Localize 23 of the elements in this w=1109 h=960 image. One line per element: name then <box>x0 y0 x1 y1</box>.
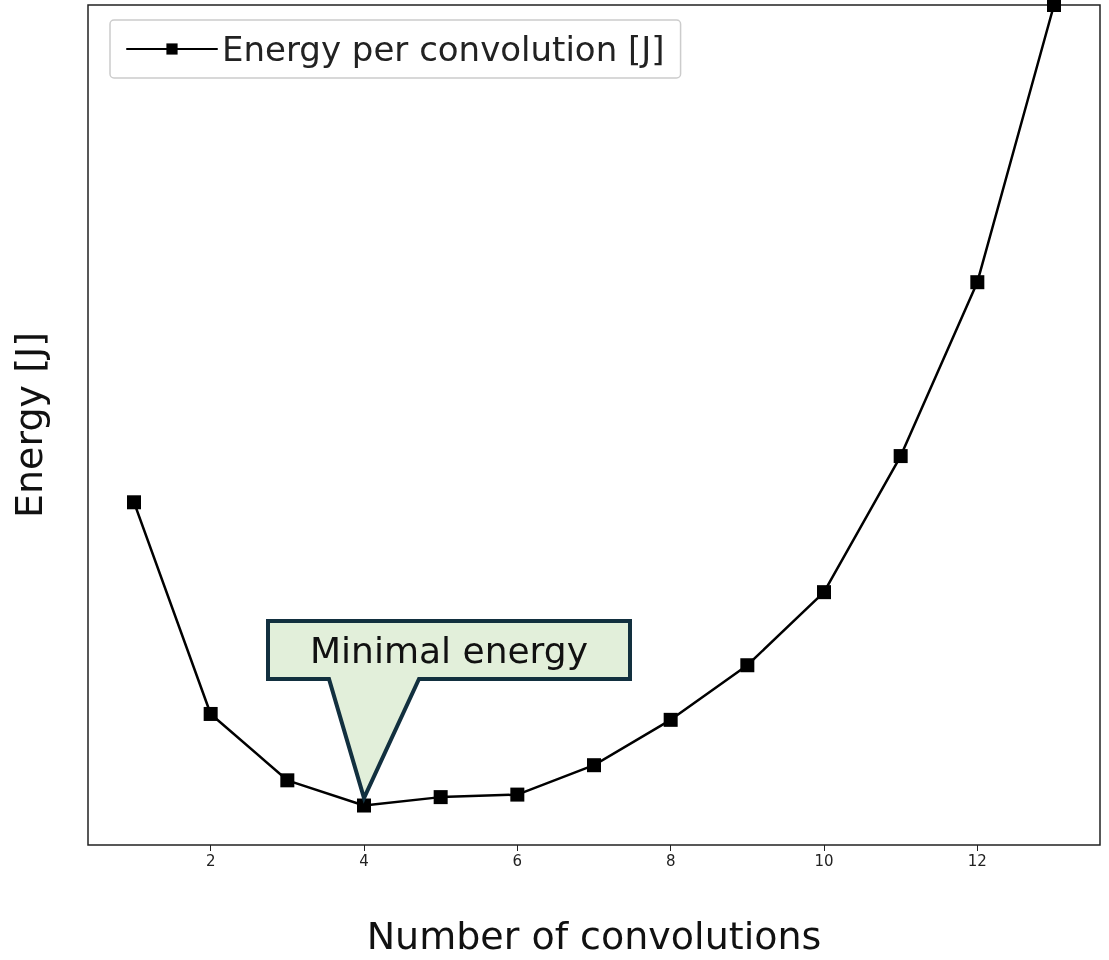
point <box>1047 0 1061 12</box>
x-tick-label: 4 <box>359 851 369 870</box>
point <box>663 712 678 727</box>
x-tick-label: 10 <box>814 851 834 870</box>
point <box>280 773 295 788</box>
x-tick-label: 12 <box>967 851 987 870</box>
legend-label: Energy per convolution [J] <box>222 29 665 69</box>
x-tick-label: 6 <box>512 851 523 870</box>
point <box>127 495 141 510</box>
x-axis-title: Number of convolutions <box>366 914 822 958</box>
annotation: Minimal energy <box>309 628 589 673</box>
point <box>587 758 601 773</box>
point <box>203 706 218 721</box>
y-axis-title: Energy [J] <box>7 332 51 518</box>
x-tick-label: 2 <box>205 851 216 870</box>
point <box>893 449 908 464</box>
x-tick-label: 8 <box>665 851 676 870</box>
point <box>970 275 985 290</box>
point <box>817 585 831 600</box>
point <box>357 798 371 813</box>
point <box>510 787 525 802</box>
point <box>740 658 755 673</box>
point <box>433 790 448 805</box>
